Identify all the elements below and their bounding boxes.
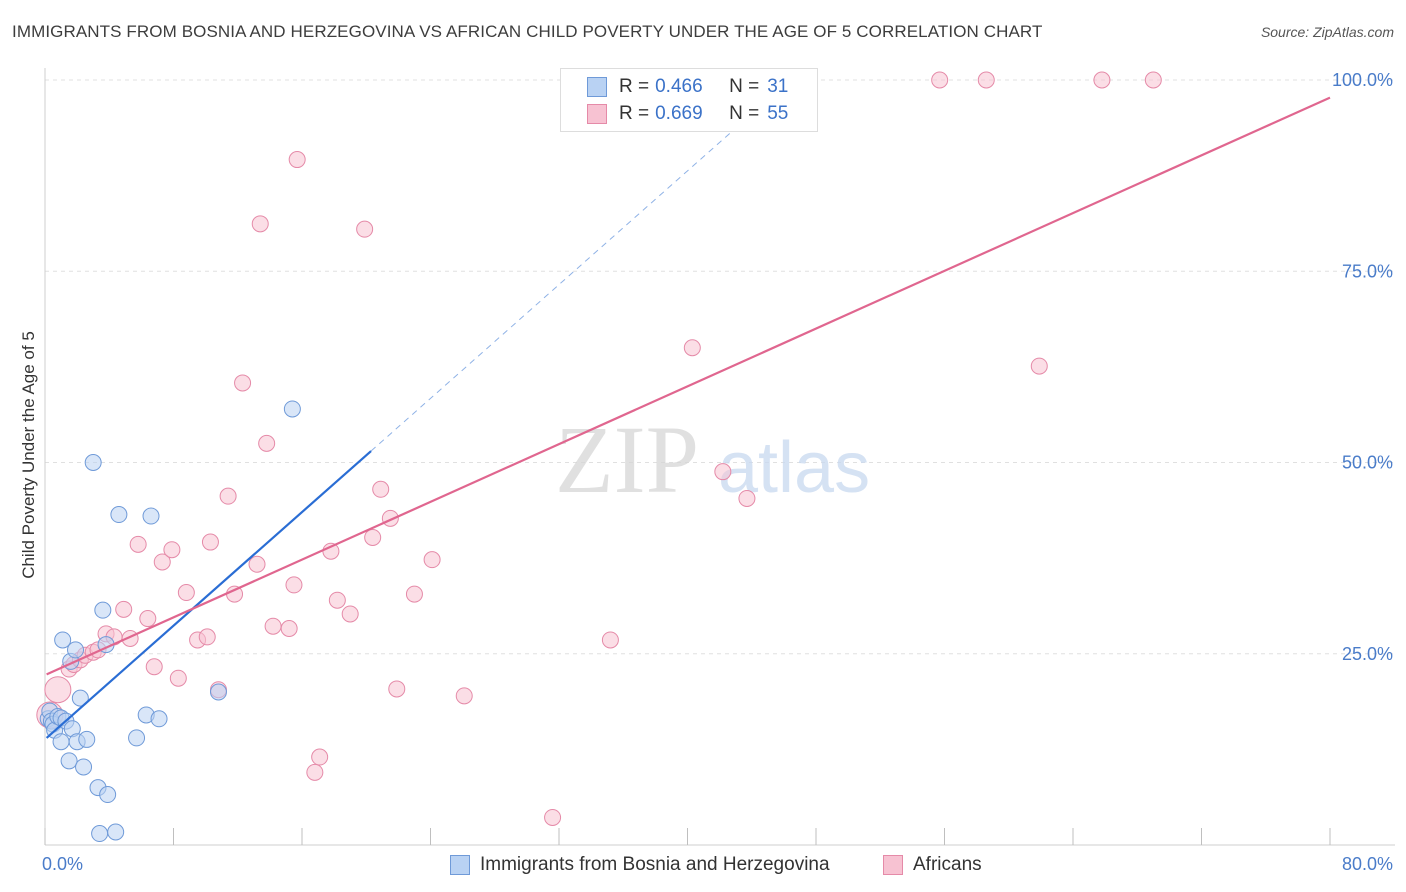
point-africans	[372, 480, 390, 498]
r-label: R =	[619, 76, 650, 97]
point-bosnia	[94, 601, 112, 619]
series-legend: Immigrants from Bosnia and Herzegovina A…	[0, 852, 1406, 878]
point-africans	[931, 71, 949, 89]
point-bosnia	[209, 683, 227, 701]
point-africans	[115, 600, 133, 618]
point-africans	[328, 591, 346, 609]
point-africans	[683, 339, 701, 357]
point-africans	[388, 680, 406, 698]
point-africans	[219, 487, 237, 505]
point-africans	[288, 151, 306, 169]
point-bosnia	[91, 825, 109, 843]
point-bosnia	[71, 689, 89, 707]
watermark: ZIP atlas	[555, 406, 870, 513]
y-tick-label: 50.0%	[1342, 453, 1393, 473]
y-tick-label: 75.0%	[1342, 261, 1393, 281]
point-africans	[714, 463, 732, 481]
x-tick-label: 0.0%	[42, 854, 83, 874]
point-africans	[405, 585, 423, 603]
point-bosnia	[128, 729, 146, 747]
point-africans	[306, 763, 324, 781]
point-bosnia	[52, 733, 70, 751]
legend-row-bosnia: R = 0.466 N = 31	[587, 75, 788, 99]
point-africans	[455, 687, 473, 705]
point-africans	[234, 374, 252, 392]
point-bosnia	[54, 631, 72, 649]
source-label: Source: ZipAtlas.com	[1260, 24, 1394, 40]
point-africans	[356, 220, 374, 238]
point-africans	[1144, 71, 1162, 89]
point-africans	[977, 71, 995, 89]
point-africans	[1093, 71, 1111, 89]
legend-swatch-pink	[587, 104, 607, 124]
correlation-legend: R = 0.466 N = 31 R = 0.669 N = 55	[560, 68, 818, 132]
y-tick-label: 25.0%	[1342, 644, 1393, 664]
watermark-zip: ZIP	[555, 406, 699, 513]
point-africans	[280, 620, 298, 638]
n-label: N =	[729, 103, 760, 124]
point-africans	[44, 676, 72, 704]
trend-lines	[45, 96, 1331, 739]
legend-item-africans[interactable]: Africans	[883, 852, 982, 878]
r-label: R =	[619, 103, 650, 124]
point-africans	[311, 748, 329, 766]
point-africans	[145, 658, 163, 676]
x-tick-label: 80.0%	[1342, 854, 1393, 874]
point-bosnia	[78, 730, 96, 748]
y-axis-label: Child Poverty Under the Age of 5	[19, 331, 38, 579]
point-africans	[129, 535, 147, 553]
legend-label-africans: Africans	[913, 854, 982, 875]
point-bosnia	[67, 641, 85, 659]
point-africans	[738, 489, 756, 507]
point-africans	[163, 541, 181, 559]
legend-item-bosnia[interactable]: Immigrants from Bosnia and Herzegovina	[450, 852, 830, 878]
point-africans	[139, 610, 157, 628]
point-bosnia	[99, 786, 117, 804]
n-label: N =	[729, 76, 760, 97]
point-bosnia	[60, 752, 78, 770]
point-bosnia	[142, 507, 160, 525]
point-bosnia	[84, 454, 102, 471]
data-points	[36, 71, 1162, 843]
point-africans	[1030, 357, 1048, 375]
point-africans	[251, 215, 269, 233]
y-tick-label: 100.0%	[1332, 70, 1393, 90]
point-africans	[423, 551, 441, 569]
point-bosnia	[110, 506, 128, 524]
r-value: 0.466	[655, 76, 703, 97]
point-bosnia	[150, 710, 168, 728]
n-value: 55	[767, 103, 789, 124]
point-africans	[258, 434, 276, 452]
tick-labels: 25.0% 50.0% 75.0% 100.0% 0.0% 80.0%	[42, 70, 1393, 874]
r-value: 0.669	[655, 103, 703, 124]
point-africans	[341, 605, 359, 623]
point-africans	[248, 555, 266, 573]
chart-title: IMMIGRANTS FROM BOSNIA AND HERZEGOVINA V…	[12, 22, 1043, 41]
trend-line-bosnia-extension	[370, 127, 737, 452]
point-africans	[544, 808, 562, 826]
legend-swatch-blue	[587, 77, 607, 97]
point-africans	[201, 533, 219, 551]
trend-line-bosnia	[45, 450, 372, 739]
point-africans	[601, 631, 619, 649]
legend-label-bosnia: Immigrants from Bosnia and Herzegovina	[480, 854, 830, 875]
point-africans	[153, 553, 171, 571]
n-value: 31	[767, 76, 789, 97]
legend-swatch-blue	[450, 855, 470, 875]
point-bosnia	[283, 400, 301, 418]
trend-line-africans	[46, 96, 1331, 676]
point-africans	[177, 584, 195, 602]
point-africans	[264, 617, 282, 635]
point-africans	[285, 576, 303, 594]
legend-swatch-pink	[883, 855, 903, 875]
point-bosnia	[75, 758, 93, 776]
legend-row-africans: R = 0.669 N = 55	[587, 102, 788, 126]
point-africans	[198, 628, 216, 646]
gridlines	[45, 79, 1395, 655]
point-africans	[169, 669, 187, 687]
point-africans	[364, 528, 382, 546]
point-bosnia	[107, 823, 125, 841]
